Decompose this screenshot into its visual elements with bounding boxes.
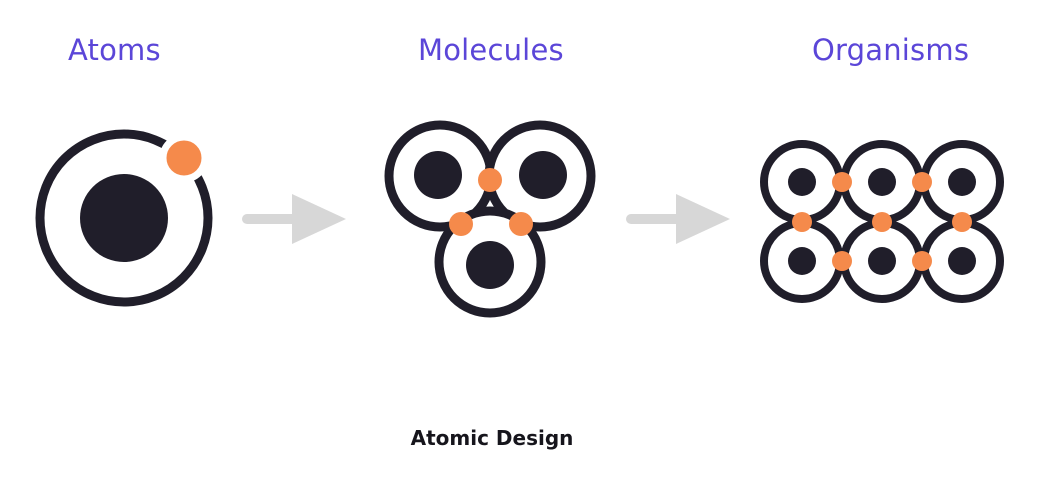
atom-icon [35,129,213,307]
arrow-molecules-to-organisms-icon [626,194,730,244]
molecule-atom-left-nucleus [414,151,462,199]
stage-label-molecules: Molecules [418,33,564,67]
organism-icon [760,140,1004,303]
stage-label-organisms: Organisms [812,33,970,67]
molecule-bond-left [449,212,473,236]
atom-nucleus [80,174,168,262]
diagram-caption: Atomic Design [410,426,574,450]
molecule-bond-right [509,212,533,236]
organism-nuclei [788,168,976,275]
stage-label-atoms: Atoms [68,33,161,67]
molecule-bond-top [478,168,502,192]
atom-orbit [35,129,213,307]
atom-electron [159,133,209,183]
organism-bonds [792,172,972,271]
molecule-icon [384,120,596,318]
molecule-atom-bottom-nucleus [466,241,514,289]
molecule-atom-right-nucleus [519,151,567,199]
arrow-atoms-to-molecules-icon [242,194,346,244]
